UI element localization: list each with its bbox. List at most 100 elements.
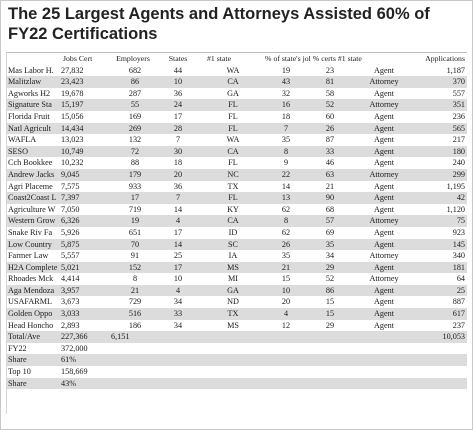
cell-first-state [199, 366, 267, 378]
cell-agent-type: Agent [373, 320, 394, 330]
cell-pct-certs-first-state: 81 [325, 77, 335, 87]
cell-pct-state-jobs: 62 [281, 227, 291, 237]
cell-pct-state-jobs: 26 [281, 239, 291, 249]
cell-agent-name: Florida Fruit [8, 111, 50, 121]
cell-applications: 64 [456, 274, 465, 284]
cell-applications: 181 [452, 262, 465, 272]
table-row: SESO 10,749 72 30 CA 8 33 Agent 180 [7, 145, 467, 158]
cell-states: 18 [173, 158, 183, 168]
table-row: Rhoades Mck 4,414 8 10 MI 15 52 Attorney 64 [7, 273, 467, 285]
cell-pct-state-jobs: 8 [283, 146, 289, 156]
cell-pct-certs-first-state: 35 [325, 239, 335, 249]
cell-agent-name: Signature Sta [8, 100, 52, 110]
cell-agent-name: SESO [8, 146, 29, 156]
cell-first-state [199, 354, 267, 366]
table-row: Agriculture W 7,050 719 14 KY 62 68 Agent 1,120 [7, 204, 467, 216]
cell-employers: 6,151 [111, 332, 130, 342]
cell-jobs-cert: 10,749 [61, 146, 84, 156]
cell-agent-type: Agent [373, 297, 394, 307]
cell-pct-state-jobs: 62 [281, 204, 291, 214]
cell-applications: 1,120 [446, 204, 465, 214]
cell-states: 17 [173, 227, 183, 237]
cell-states: 30 [173, 146, 183, 156]
cell-agent-name: Cch Bookkee [8, 158, 53, 168]
cell-pct-state-jobs [263, 331, 309, 343]
cell-pct-certs-first-state: 33 [325, 146, 335, 156]
cell-agent-type: Agent [373, 123, 394, 133]
table-row: Head Honcho 2,893 186 34 MS 12 29 Agent 237 [7, 320, 467, 332]
cell-first-state: MI [227, 274, 238, 284]
table-row: Natl Agricult 14,434 269 28 FL 7 26 Agent 565 [7, 122, 467, 135]
cell-pct-certs-first-state: 46 [325, 158, 335, 168]
cell-states: 17 [173, 111, 183, 121]
cell-jobs-cert: 15,056 [61, 111, 84, 121]
cell-agent-name: WAFLA [8, 135, 37, 145]
table-row: Signature Sta 15,197 55 24 FL 16 52 Attorney 351 [7, 99, 467, 111]
cell-first-state: FL [228, 100, 238, 110]
column-header-states: States [168, 54, 188, 63]
cell-employers: 269 [128, 123, 142, 133]
cell-jobs-cert: 13,023 [61, 135, 84, 145]
cell-agent-type [353, 378, 415, 390]
header-row: Jobs Cert Employers States #1 state % of… [7, 53, 467, 65]
cell-jobs-cert: 15,197 [61, 100, 84, 110]
cell-pct-certs-first-state: 34 [325, 251, 335, 261]
cell-employers: 179 [128, 169, 142, 179]
cell-employers: 19 [130, 216, 140, 226]
cell-states: 4 [175, 216, 181, 226]
cell-pct-state-jobs: 9 [283, 158, 289, 168]
cell-states: 36 [173, 181, 183, 191]
cell-agent-name: H2A Complete [8, 262, 58, 272]
cell-applications: 42 [456, 193, 465, 203]
cell-applications: 217 [452, 135, 465, 145]
cell-pct-state-jobs: 15 [281, 274, 291, 284]
cell-pct-certs-first-state: 90 [325, 193, 335, 203]
cell-pct-state-jobs: 22 [281, 169, 291, 179]
cell-pct-certs-first-state [309, 378, 351, 390]
table-row: USAFARML 3,673 729 34 ND 20 15 Agent 887 [7, 296, 467, 308]
cell-agent-name: Low Country [8, 239, 52, 249]
cell-first-state: FL [228, 193, 238, 203]
cell-jobs-cert: 2,893 [61, 320, 80, 330]
cell-jobs-cert: 158,669 [61, 367, 88, 377]
table-row: Malitzlaw 23,423 86 10 CA 43 81 Attorney 370 [7, 76, 467, 88]
cell-pct-state-jobs: 43 [281, 77, 291, 87]
cell-agent-type: Attorney [369, 274, 399, 284]
cell-agent-type: Agent [373, 262, 394, 272]
cell-pct-certs-first-state: 52 [325, 274, 335, 284]
cell-employers: 186 [128, 320, 142, 330]
cell-employers [111, 378, 157, 390]
cell-agent-type [353, 354, 415, 366]
cell-states: 33 [173, 309, 183, 319]
cell-first-state: ID [228, 227, 238, 237]
cell-pct-state-jobs: 10 [281, 285, 291, 295]
cell-jobs-cert: 19,678 [61, 88, 84, 98]
cell-employers: 169 [128, 111, 142, 121]
cell-states [157, 331, 199, 343]
table-row: H2A Complete 5,021 152 17 MS 21 29 Agent 181 [7, 261, 467, 274]
cell-pct-certs-first-state: 52 [325, 100, 335, 110]
cell-states: 10 [173, 274, 183, 284]
cell-agent-type: Agent [373, 227, 394, 237]
cell-pct-state-jobs: 16 [281, 100, 291, 110]
cell-jobs-cert: 6,326 [61, 216, 80, 226]
cell-pct-certs-first-state: 29 [325, 262, 335, 272]
cell-pct-state-jobs: 7 [283, 123, 289, 133]
cell-pct-certs-first-state: 15 [325, 309, 335, 319]
cell-first-state: CA [227, 77, 239, 87]
cell-first-state: FL [228, 158, 238, 168]
summary-row: Top 10 158,669 [7, 366, 467, 378]
cell-employers [111, 366, 157, 378]
cell-agent-type: Attorney [369, 169, 399, 179]
cell-jobs-cert: 14,434 [61, 123, 84, 133]
cell-states: 7 [175, 193, 181, 203]
cell-employers: 651 [128, 227, 142, 237]
cell-agent-type: Agent [373, 181, 394, 191]
cell-agent-name: Mas Labor H. [8, 65, 54, 75]
cell-states: 20 [173, 169, 183, 179]
cell-employers: 719 [128, 204, 142, 214]
cell-pct-certs-first-state: 63 [325, 169, 335, 179]
cell-pct-certs-first-state [309, 343, 351, 355]
cell-applications: 25 [456, 285, 465, 295]
